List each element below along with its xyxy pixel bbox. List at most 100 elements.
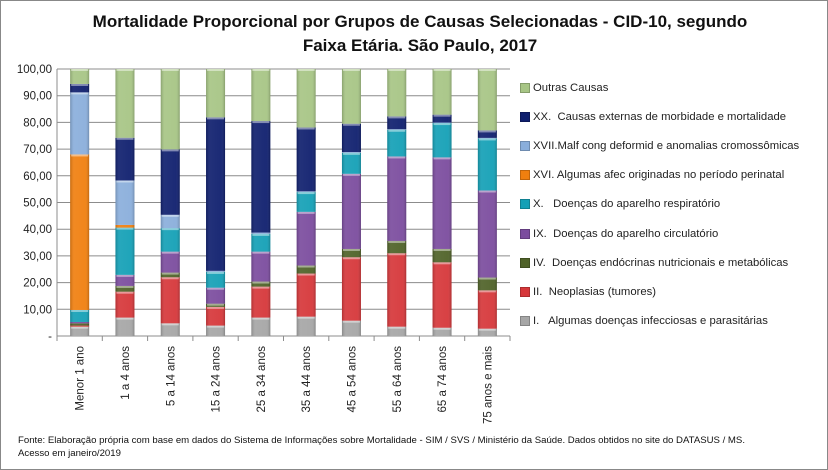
bar-segment-shade	[387, 156, 407, 241]
legend-swatch	[520, 170, 530, 181]
bar-segment-highlight	[342, 152, 360, 155]
legend-swatch	[520, 228, 530, 239]
bar-segment-highlight	[207, 271, 225, 274]
bar-segment-highlight	[478, 190, 496, 193]
bar-segment-shade	[432, 262, 452, 328]
bar-segment-shade	[70, 326, 90, 336]
bar-segment-shade	[115, 69, 135, 138]
bar-segment-highlight	[433, 123, 451, 126]
bar-segment-highlight	[252, 251, 270, 254]
bar-segment-shade	[387, 326, 407, 336]
bar-segment-highlight	[342, 320, 360, 323]
x-tick-label: Menor 1 ano	[75, 346, 87, 411]
bar-segment-shade	[341, 123, 361, 153]
bar-segment-shade	[432, 114, 452, 123]
bar-segment-shade	[432, 122, 452, 124]
bar-segment-shade	[160, 214, 180, 229]
bar-segment-highlight	[478, 138, 496, 141]
bar-segment-highlight	[161, 272, 179, 275]
bar-segment-highlight	[161, 69, 179, 71]
bar-segment-highlight	[388, 69, 406, 71]
legend-item: XVI. Algumas afec originadas no período …	[520, 161, 799, 190]
bar-segment-shade	[251, 286, 271, 318]
bar-segment-shade	[296, 316, 316, 336]
y-tick-label: 50,00	[23, 198, 52, 210]
bar-segment-shade	[296, 127, 316, 192]
bar-segment-highlight	[207, 303, 225, 306]
bar-segment-highlight	[71, 309, 89, 312]
y-tick-label: 70,00	[23, 144, 52, 156]
y-tick-label: 90,00	[23, 91, 52, 103]
bar-segment-highlight	[207, 306, 225, 309]
bar-segment-shade	[206, 69, 226, 118]
bar-segment-shade	[160, 251, 180, 273]
bar-segment-shade	[296, 273, 316, 317]
bar-segment-shade	[251, 281, 271, 287]
legend-item: IX. Doenças do aparelho circulatório	[520, 219, 799, 248]
bar-segment-highlight	[342, 248, 360, 251]
bar-segment-highlight	[388, 156, 406, 159]
x-tick-label: 5 a 14 anos	[165, 346, 177, 406]
source-note: Fonte: Elaboração própria com base em da…	[18, 434, 745, 460]
x-tick-label: 65 a 74 anos	[437, 346, 449, 413]
bar-segment-shade	[160, 69, 180, 150]
bar-segment-shade	[115, 227, 135, 275]
legend-swatch	[520, 199, 530, 210]
bar-segment-shade	[70, 83, 90, 93]
bar-segment-highlight	[71, 69, 89, 71]
y-tick-label: 100,00	[17, 64, 52, 76]
bar-segment-shade	[387, 129, 407, 157]
legend-item: II. Neoplasias (tumores)	[520, 277, 799, 306]
bar-segment-highlight	[207, 287, 225, 290]
bar-segment-highlight	[297, 265, 315, 268]
bar-segment-shade	[296, 211, 316, 266]
bar-segment-shade	[70, 92, 90, 155]
bar-segment-highlight	[252, 69, 270, 71]
bar-segment-highlight	[207, 69, 225, 71]
bar-segment-shade	[115, 317, 135, 336]
legend-swatch	[520, 316, 530, 327]
y-tick-label: -	[48, 331, 52, 343]
bar-segment-shade	[477, 328, 497, 336]
chart-title-line-1: Mortalidade Proporcional por Grupos de C…	[92, 12, 748, 31]
bar-segment-highlight	[252, 286, 270, 289]
bar-segment-shade	[387, 240, 407, 254]
bar-segment-highlight	[252, 281, 270, 284]
bar-segment-highlight	[71, 92, 89, 95]
bar-segment-highlight	[297, 192, 315, 195]
bar-segment-highlight	[388, 326, 406, 329]
bar-segment-shade	[296, 191, 316, 193]
bar-segment-highlight	[116, 69, 134, 71]
bar-segment-shade	[251, 317, 271, 336]
x-tick-label: 75 anos e mais	[482, 346, 494, 424]
bar-segment-highlight	[161, 228, 179, 231]
legend-label: IV. Doenças endócrinas nutricionais e me…	[533, 256, 789, 269]
bar-segment-highlight	[433, 327, 451, 330]
bar-segment-highlight	[342, 123, 360, 126]
bar-segment-highlight	[252, 317, 270, 320]
bar-segment-shade	[477, 277, 497, 291]
bar-segment-shade	[160, 228, 180, 252]
bar-segment-shade	[206, 117, 226, 271]
bar-segment-shade	[296, 69, 316, 128]
bar-segment-shade	[115, 137, 135, 181]
x-tick-label: 35 a 44 anos	[301, 346, 313, 413]
bar-segment-shade	[206, 303, 226, 307]
bar-segment-shade	[432, 69, 452, 115]
bar-segment-shade	[341, 173, 361, 249]
bar-segment-shade	[115, 274, 135, 286]
bar-segment-highlight	[297, 69, 315, 71]
chart-title-line-2: Faixa Etária. São Paulo, 2017	[302, 36, 538, 55]
bar-segment-highlight	[297, 211, 315, 214]
bar-segment-shade	[432, 248, 452, 263]
bar-segment-highlight	[388, 129, 406, 132]
bar-segment-shade	[296, 192, 316, 212]
bar-segment-shade	[70, 325, 90, 327]
bar-segment-shade	[206, 270, 226, 272]
bar-segment-shade	[70, 69, 90, 84]
legend-label: Outras Causas	[533, 81, 609, 94]
legend-label: II. Neoplasias (tumores)	[533, 285, 657, 298]
bar-segment-highlight	[116, 285, 134, 288]
bar-segment-highlight	[71, 83, 89, 86]
